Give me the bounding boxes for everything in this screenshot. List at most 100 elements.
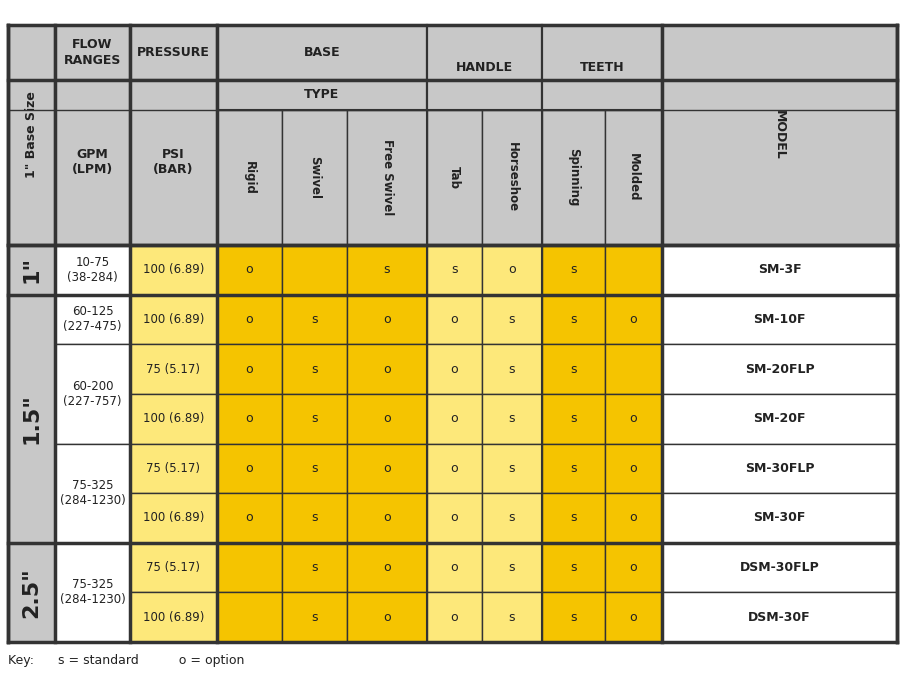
Text: s: s: [508, 412, 515, 425]
Text: 100 (6.89): 100 (6.89): [143, 313, 204, 326]
Bar: [217, 543, 282, 592]
Bar: [605, 344, 662, 394]
Text: FLOW
RANGES: FLOW RANGES: [64, 39, 122, 67]
Text: o: o: [451, 412, 458, 425]
Text: s: s: [571, 362, 577, 375]
Text: 100 (6.89): 100 (6.89): [143, 412, 204, 425]
Text: o: o: [451, 511, 458, 524]
Text: SM-3F: SM-3F: [758, 263, 801, 276]
Bar: [217, 245, 282, 294]
Bar: [482, 110, 542, 245]
Text: DSM-30FLP: DSM-30FLP: [740, 561, 819, 574]
Text: 1" Base Size: 1" Base Size: [25, 92, 38, 178]
Bar: [662, 245, 897, 294]
Bar: [55, 245, 130, 294]
Text: o: o: [630, 611, 637, 624]
Text: o: o: [630, 412, 637, 425]
Bar: [282, 443, 347, 493]
Text: 75-325
(284-1230): 75-325 (284-1230): [59, 579, 125, 607]
Bar: [282, 294, 347, 344]
Text: TEETH: TEETH: [580, 61, 625, 74]
Text: SM-20F: SM-20F: [753, 412, 806, 425]
Text: s: s: [311, 412, 318, 425]
Text: 1.5": 1.5": [22, 393, 41, 444]
Bar: [482, 245, 542, 294]
Bar: [605, 294, 662, 344]
Text: o: o: [451, 313, 458, 326]
Bar: [605, 110, 662, 245]
Bar: [542, 245, 605, 294]
Bar: [542, 110, 605, 245]
Bar: [8, 25, 55, 245]
Bar: [542, 344, 605, 394]
Bar: [347, 245, 427, 294]
Bar: [427, 110, 482, 245]
Bar: [130, 394, 217, 443]
Text: s: s: [508, 362, 515, 375]
Text: s: s: [508, 511, 515, 524]
Text: SM-10F: SM-10F: [753, 313, 806, 326]
Bar: [542, 443, 605, 493]
Bar: [605, 443, 662, 493]
Bar: [662, 344, 897, 394]
Bar: [347, 394, 427, 443]
Text: o: o: [246, 462, 253, 475]
Bar: [282, 493, 347, 543]
Text: o: o: [451, 362, 458, 375]
Text: 75-325
(284-1230): 75-325 (284-1230): [59, 479, 125, 507]
Bar: [282, 344, 347, 394]
Text: 75 (5.17): 75 (5.17): [147, 362, 201, 375]
Text: Free Swivel: Free Swivel: [381, 139, 393, 216]
Text: o: o: [630, 561, 637, 574]
Bar: [55, 25, 130, 80]
Bar: [542, 493, 605, 543]
Text: o: o: [383, 511, 391, 524]
Bar: [482, 394, 542, 443]
Bar: [347, 493, 427, 543]
Bar: [482, 493, 542, 543]
Bar: [217, 394, 282, 443]
Bar: [662, 592, 897, 642]
Bar: [347, 592, 427, 642]
Text: s: s: [508, 611, 515, 624]
Bar: [347, 443, 427, 493]
Bar: [130, 25, 217, 80]
Bar: [217, 110, 282, 245]
Text: SM-20FLP: SM-20FLP: [744, 362, 814, 375]
Text: o: o: [508, 263, 516, 276]
Text: s: s: [311, 561, 318, 574]
Bar: [662, 394, 897, 443]
Text: o: o: [383, 611, 391, 624]
Text: 100 (6.89): 100 (6.89): [143, 611, 204, 624]
Text: o: o: [383, 412, 391, 425]
Text: o: o: [246, 263, 253, 276]
Bar: [55, 443, 130, 543]
Text: 75 (5.17): 75 (5.17): [147, 561, 201, 574]
Text: o: o: [630, 313, 637, 326]
Bar: [542, 294, 605, 344]
Text: o: o: [451, 611, 458, 624]
Bar: [8, 543, 55, 642]
Text: s: s: [451, 263, 458, 276]
Text: Swivel: Swivel: [308, 156, 321, 199]
Bar: [427, 493, 482, 543]
Bar: [605, 543, 662, 592]
Text: o: o: [383, 462, 391, 475]
Bar: [282, 110, 347, 245]
Bar: [427, 25, 542, 110]
Bar: [662, 25, 897, 245]
Bar: [662, 294, 897, 344]
Text: s: s: [383, 263, 391, 276]
Text: PSI
(BAR): PSI (BAR): [153, 148, 194, 177]
Text: s: s: [508, 561, 515, 574]
Bar: [427, 344, 482, 394]
Bar: [347, 294, 427, 344]
Bar: [8, 294, 55, 543]
Bar: [605, 592, 662, 642]
Bar: [130, 493, 217, 543]
Bar: [427, 394, 482, 443]
Bar: [482, 543, 542, 592]
Text: s: s: [571, 611, 577, 624]
Text: Tab: Tab: [448, 166, 461, 189]
Bar: [542, 394, 605, 443]
